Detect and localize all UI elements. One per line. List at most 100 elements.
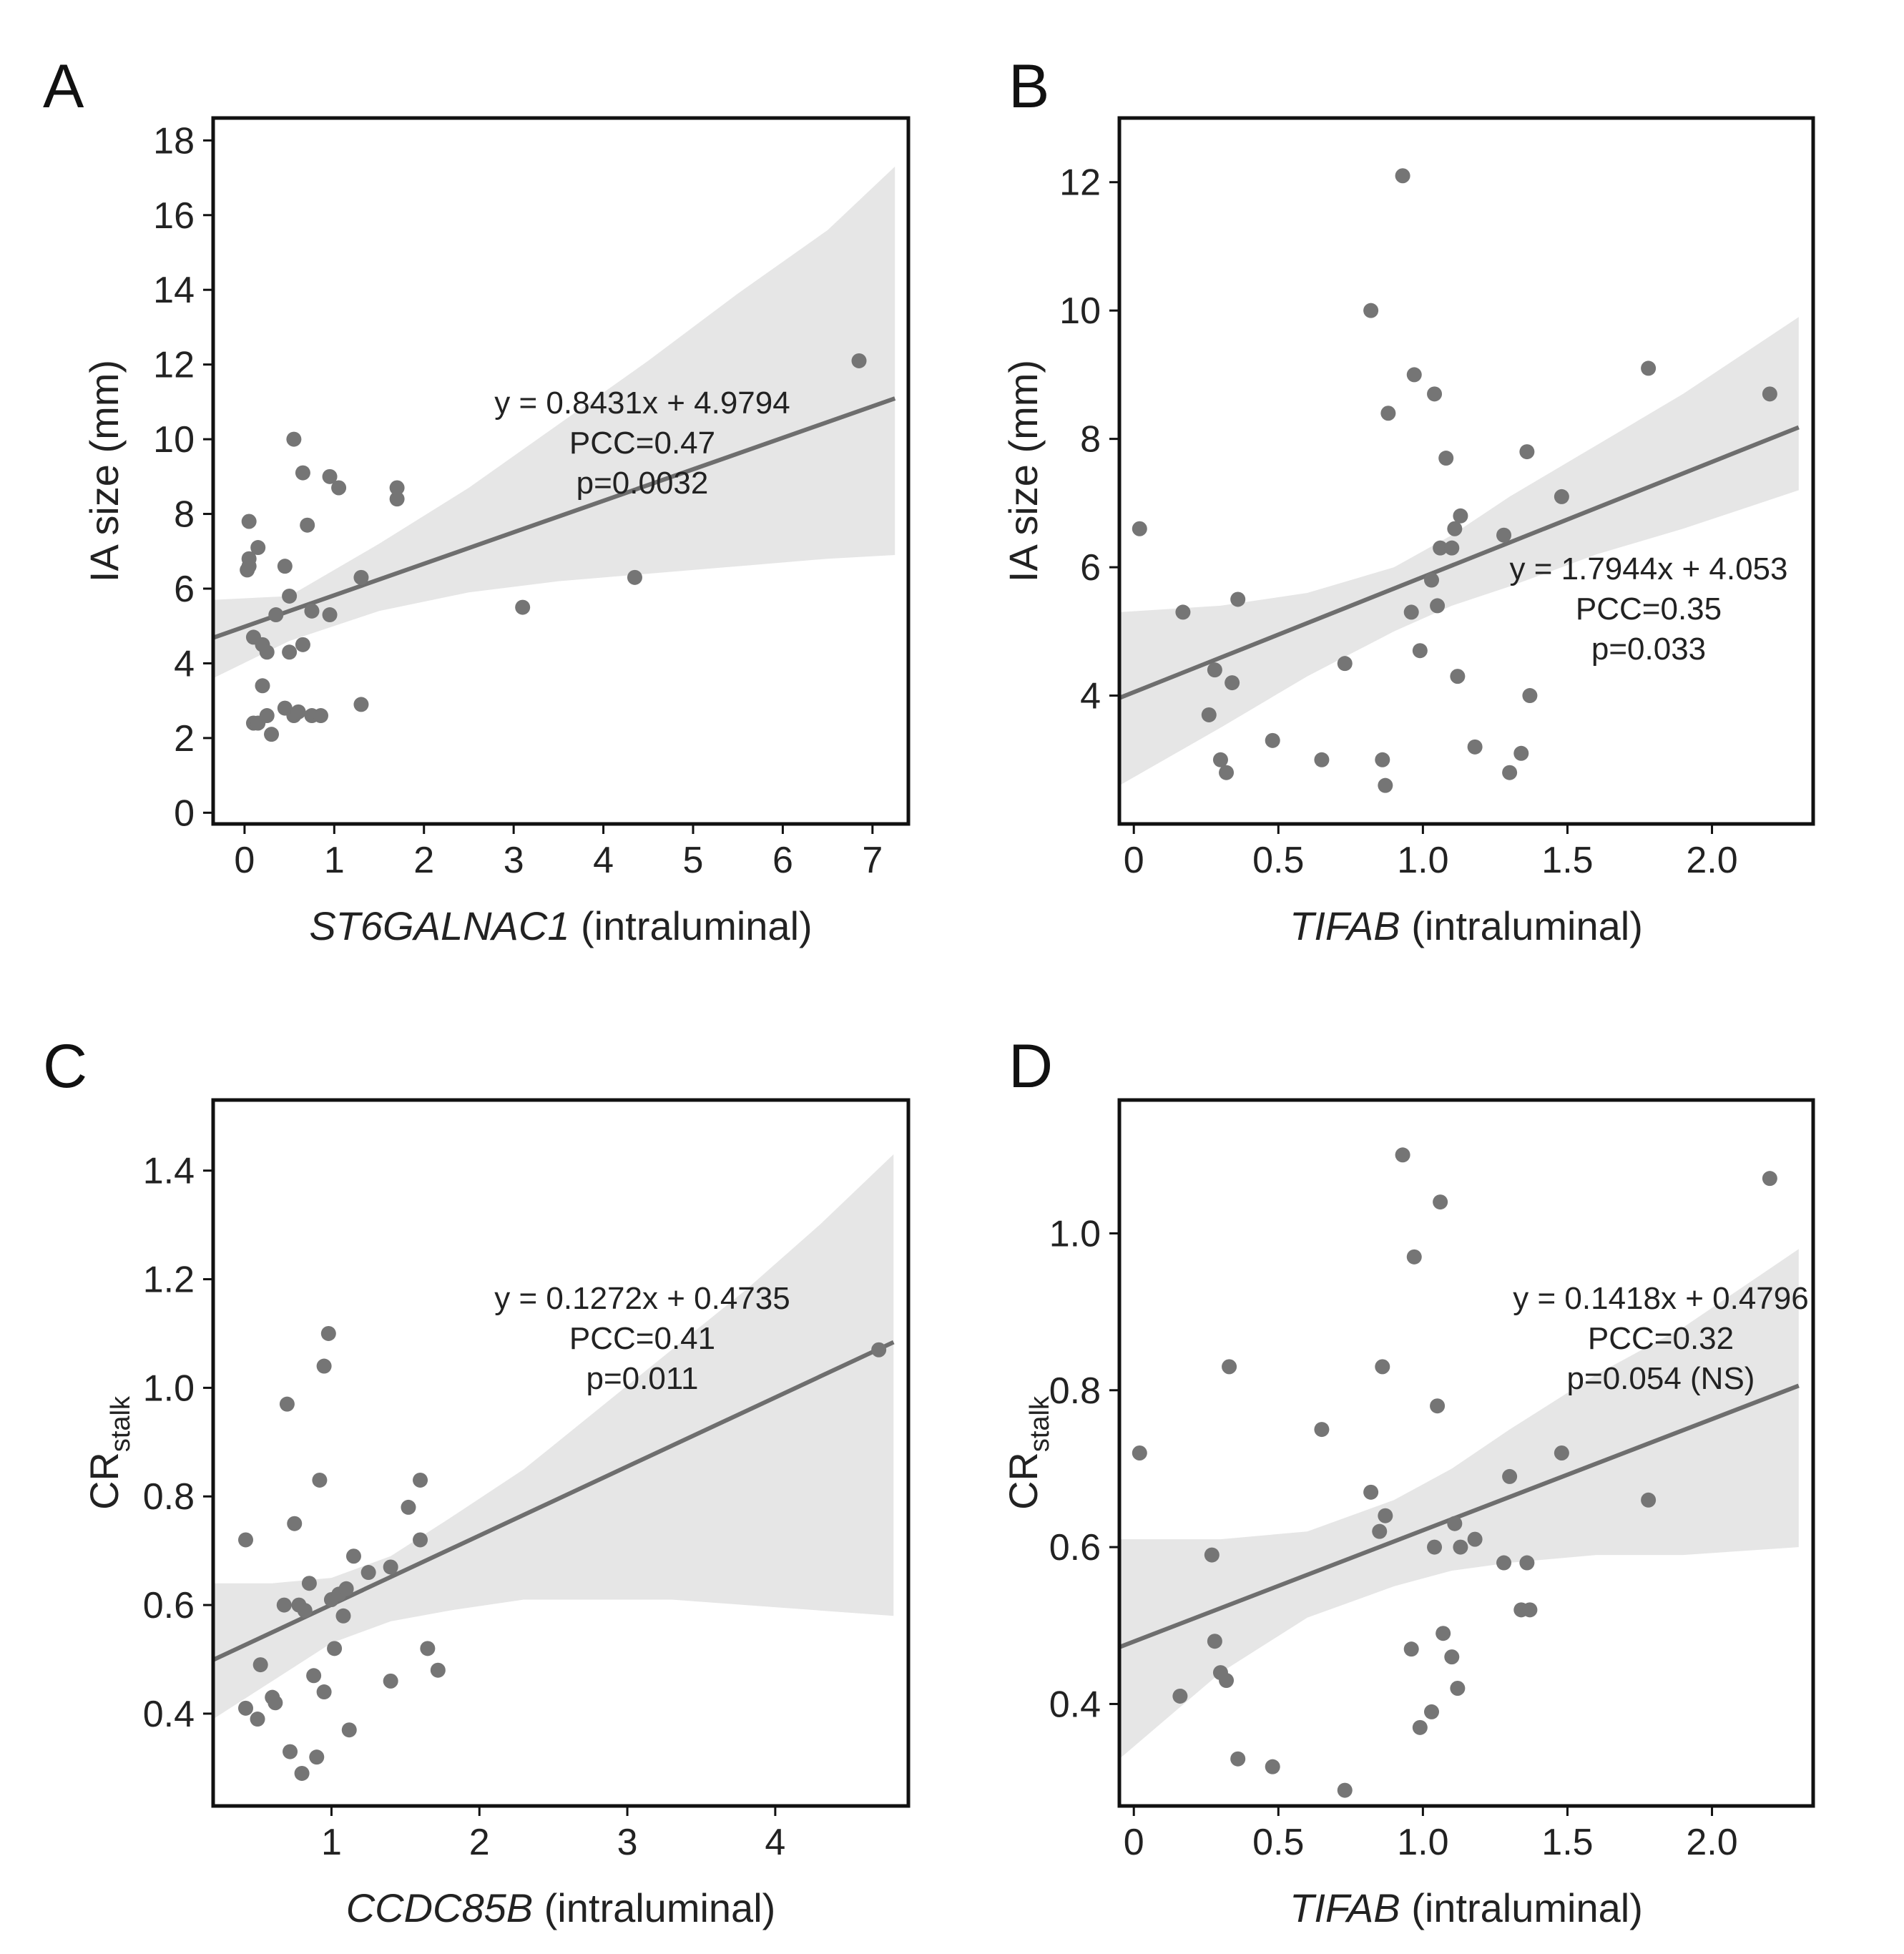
- panel-b: 0 0.5 1.0 1.5 2.0 4 6 8 10 12B TIFAB (intraluminal…: [1001, 52, 1815, 948]
- panel-a-plot-frame: [211, 116, 911, 826]
- panel-d-data-point: [1447, 1516, 1463, 1531]
- panel-d-annotation-pcc: PCC=0.32: [1588, 1321, 1734, 1356]
- panel-b-letter: B: [1009, 52, 1049, 121]
- panel-a-y-tick-label: 10: [153, 419, 195, 461]
- panel-b-data-point: [1406, 367, 1422, 383]
- panel-d-data-point: [1554, 1445, 1569, 1460]
- panel-b-data-point: [1363, 303, 1379, 318]
- panel-c-y-tick-label: 0.6: [143, 1585, 195, 1626]
- panel-d-data-point: [1762, 1171, 1777, 1187]
- panel-a-confidence-band: [213, 166, 895, 679]
- panel-a-data-point: [304, 603, 320, 619]
- panel-d-data-point: [1436, 1626, 1451, 1641]
- panel-c-y-axis-label: CRstalk: [82, 1395, 136, 1510]
- panel-a-data-point: [268, 607, 284, 623]
- panel-b-data-point: [1762, 386, 1777, 402]
- panel-d-y-axis-subscript: stalk: [1025, 1395, 1055, 1452]
- panel-c-annotation-pcc: PCC=0.41: [569, 1321, 715, 1356]
- panel-c-y-tick-label: 0.4: [143, 1694, 195, 1735]
- panel-a-y-tick-label: 0: [174, 792, 195, 834]
- panel-a-y-axis-main: IA size (mm): [82, 360, 127, 582]
- panel-c-data-point: [413, 1532, 428, 1548]
- panel-a-data-point: [322, 468, 338, 484]
- panel-b-y-tick-label: 6: [1080, 547, 1101, 589]
- panel-d-data-point: [1372, 1523, 1388, 1539]
- panel-d-data-point: [1378, 1508, 1393, 1523]
- panel-b-x-tick-label: 2.0: [1686, 840, 1737, 881]
- panel-d-x-axis-label: TIFAB (intraluminal): [1290, 1885, 1643, 1930]
- panel-c-data-point: [237, 1532, 253, 1548]
- panel-b-y-axis-label: IA size (mm): [1001, 360, 1046, 582]
- panel-d-data-point: [1395, 1147, 1410, 1163]
- panel-b-data-point: [1467, 739, 1483, 755]
- panel-a-y-tick-label: 4: [174, 643, 195, 684]
- panel-c-x-axis-gene: CCDC85B: [346, 1885, 533, 1930]
- panel-c-data-point: [383, 1673, 398, 1689]
- panel-a-data-point: [353, 697, 369, 712]
- panel-b-data-point: [1641, 360, 1657, 376]
- panel-a-y-tick-label: 2: [174, 718, 195, 760]
- panel-c-data-point: [316, 1684, 332, 1700]
- panel-d-data-point: [1314, 1422, 1330, 1438]
- panel-c-data-point: [237, 1700, 253, 1716]
- panel-a-y-axis-label: IA size (mm): [82, 360, 127, 582]
- panel-c-data-point: [430, 1662, 446, 1678]
- panel-b-data-point: [1519, 444, 1535, 460]
- panel-b-data-point: [1212, 752, 1228, 767]
- panel-c-x-tick-label: 1: [321, 1822, 342, 1863]
- panel-d-plot-frame: [1117, 1098, 1815, 1808]
- panel-d-data-point: [1641, 1492, 1657, 1508]
- panel-a-annotation-p-value: p=0.0032: [576, 466, 709, 501]
- panel-a-y-tick-label: 8: [174, 494, 195, 536]
- panel-b-plot-frame: [1117, 116, 1815, 826]
- panel-c-data-point: [276, 1597, 292, 1613]
- panel-d-data-point: [1424, 1704, 1439, 1719]
- panel-b-data-point: [1412, 643, 1428, 659]
- panel-a-data-point: [322, 607, 338, 623]
- panel-c-data-point: [287, 1516, 303, 1531]
- panel-d-x-tick-label: 2.0: [1686, 1822, 1737, 1863]
- panel-a-x-tick-label: 1: [324, 840, 345, 881]
- panel-c-data-point: [401, 1499, 416, 1515]
- panel-c-x-tick-label: 3: [617, 1822, 638, 1863]
- panel-c-x-tick-label: 4: [765, 1822, 785, 1863]
- panel-a-data-point: [241, 514, 257, 529]
- panel-a-data-point: [290, 704, 306, 720]
- panel-b-x-tick-label: 1.5: [1541, 840, 1593, 881]
- panel-d-data-point: [1496, 1555, 1512, 1571]
- panel-b-data-point: [1201, 707, 1217, 722]
- panel-b-data-point: [1453, 508, 1468, 524]
- panel-b-data-point: [1375, 752, 1390, 767]
- panel-c-data-point: [316, 1358, 332, 1374]
- panel-d-data-point: [1265, 1759, 1280, 1774]
- panel-b-y-tick-label: 4: [1080, 676, 1101, 717]
- panel-a-data-point: [282, 588, 298, 604]
- panel-b-data-point: [1438, 451, 1454, 466]
- panel-a-x-axis-suffix: (intraluminal): [569, 903, 812, 948]
- panel-d-data-point: [1427, 1539, 1443, 1555]
- panel-b-data-point: [1378, 777, 1393, 793]
- panel-b-data-point: [1496, 527, 1512, 543]
- panel-a-data-point: [300, 517, 315, 533]
- panel-d-y-tick-label: 0.4: [1049, 1684, 1101, 1725]
- panel-d-data-point: [1502, 1468, 1518, 1484]
- panel-a-x-tick-label: 4: [593, 840, 614, 881]
- panel-c-data-point: [345, 1548, 361, 1564]
- panel-c: 1 2 3 4 0.4 0.6 0.8 1.0 1.2 1.4 C CCDC85B (intralum…: [43, 1032, 911, 1930]
- panel-a-x-axis-gene: ST6GALNAC1: [309, 903, 569, 948]
- panel-d-data-point: [1453, 1539, 1468, 1555]
- panel-b-annotation-pcc: PCC=0.35: [1576, 591, 1722, 627]
- panel-b-data-point: [1403, 604, 1419, 620]
- panel-b-confidence-band: [1119, 317, 1799, 786]
- panel-a-data-point: [331, 480, 347, 496]
- panel-b-data-point: [1219, 765, 1235, 780]
- panel-c-data-point: [327, 1641, 343, 1656]
- panel-a-x-tick-label: 0: [234, 840, 255, 881]
- panel-c-data-point: [383, 1559, 398, 1575]
- panel-d-x-axis-suffix: (intraluminal): [1400, 1885, 1643, 1930]
- panel-a-data-point: [295, 465, 310, 481]
- panel-d-data-point: [1450, 1681, 1466, 1696]
- panel-c-data-point: [871, 1342, 887, 1358]
